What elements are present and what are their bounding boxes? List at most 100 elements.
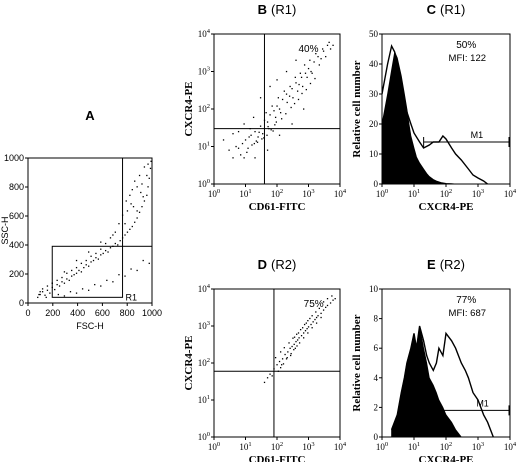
data-point [284,353,286,356]
x-tick-label: 200 [45,308,60,318]
data-point [250,134,252,136]
data-point [126,210,129,212]
data-point [131,225,133,228]
y-tick-label: 800 [9,182,24,192]
data-point [95,252,97,255]
data-point [261,138,263,140]
data-point [300,76,303,79]
data-point [241,142,244,145]
quadrant-percent: 75% [304,299,324,310]
panel-title: D (R2) [258,257,297,272]
data-point [75,292,78,294]
data-point [78,269,80,272]
data-point [325,306,327,309]
panel-letter: D [258,257,267,272]
y-tick-label: 103 [198,66,210,77]
data-point [83,266,85,269]
data-point [129,228,131,230]
panel-letter: C [427,2,437,17]
y-tick-label: 400 [9,240,24,250]
data-point [299,328,302,331]
data-point [85,259,87,262]
data-point [299,72,302,74]
data-point [296,339,299,341]
data-point [109,237,112,239]
y-tick-label: 0 [19,298,24,308]
gate-r2 [122,157,153,247]
data-point [97,258,100,260]
data-point [252,116,255,119]
data-point [317,315,319,317]
data-point [138,211,141,213]
data-point [289,85,291,88]
histogram-series-cxcr4 [382,43,489,184]
data-point [269,114,271,116]
marker-label: M1 [476,398,489,408]
data-point [320,316,322,319]
data-point [296,345,298,347]
data-point [285,93,288,95]
data-point [136,186,138,188]
y-tick-label: 10 [369,284,379,294]
data-point [305,88,307,91]
data-point [136,210,138,212]
quadrant-percent: 40% [298,44,318,55]
data-point [134,221,136,223]
panel-e: E (R2) 100 101 102 103 104 0 2 4 6 8 10 CXCR4-PE Relat… [351,257,517,462]
data-point [291,123,293,125]
data-point [332,299,334,301]
data-point [146,194,148,196]
data-point [303,337,305,339]
data-point [54,288,56,291]
plot-frame [213,33,341,185]
panel-b: B (R1) 100 101 102 103 104 100 101 102 103 104 CD61-… [183,2,347,213]
data-point [57,293,60,296]
data-point [141,206,143,208]
data-point [307,67,310,70]
data-point [143,166,146,168]
data-point [61,281,63,283]
data-point [294,347,296,349]
panel-letter: B [258,2,267,17]
data-point [286,101,288,104]
data-point [232,157,234,159]
data-point [114,231,116,233]
x-tick-label: 103 [302,188,314,199]
data-point [75,266,78,269]
data-point [124,234,126,236]
mfi-label: MFI: 122 [449,53,487,64]
data-point [80,262,83,265]
data-point [322,301,325,303]
x-tick-label: 104 [334,188,347,199]
y-tick-label: 600 [9,211,24,221]
marker-m1 [435,405,510,416]
data-point [312,321,314,323]
data-point [256,141,259,143]
data-point [281,118,283,120]
panel-a: A 0 200 400 600 800 1000 0 200 400 600 800 1000 FSC-H… [0,108,162,331]
plot-frame [27,157,153,304]
y-axis-label: Relative cell number [351,60,363,157]
data-point [291,345,293,348]
data-point [146,174,148,177]
y-tick-label: 103 [198,320,210,331]
y-tick-label: 102 [198,103,210,114]
data-point [315,316,318,319]
data-point [278,108,281,110]
data-point [150,160,152,162]
panel-d: D (R2) 100 101 102 103 104 100 101 102 103 104 CD61-… [183,257,347,462]
data-point [232,133,234,135]
data-point [307,332,309,334]
data-point [90,255,92,257]
panel-c: C (R1) 100 101 102 103 104 0 10 20 30 40 50 CXCR4-PE R… [351,2,517,213]
data-point [117,244,119,246]
data-point [124,275,126,277]
data-point [269,85,271,88]
data-point [288,95,291,97]
data-point [138,174,141,177]
data-point [303,64,306,66]
data-point [243,157,245,159]
panel-title: E (R2) [427,257,465,272]
data-point [131,189,133,191]
data-point [129,194,131,196]
